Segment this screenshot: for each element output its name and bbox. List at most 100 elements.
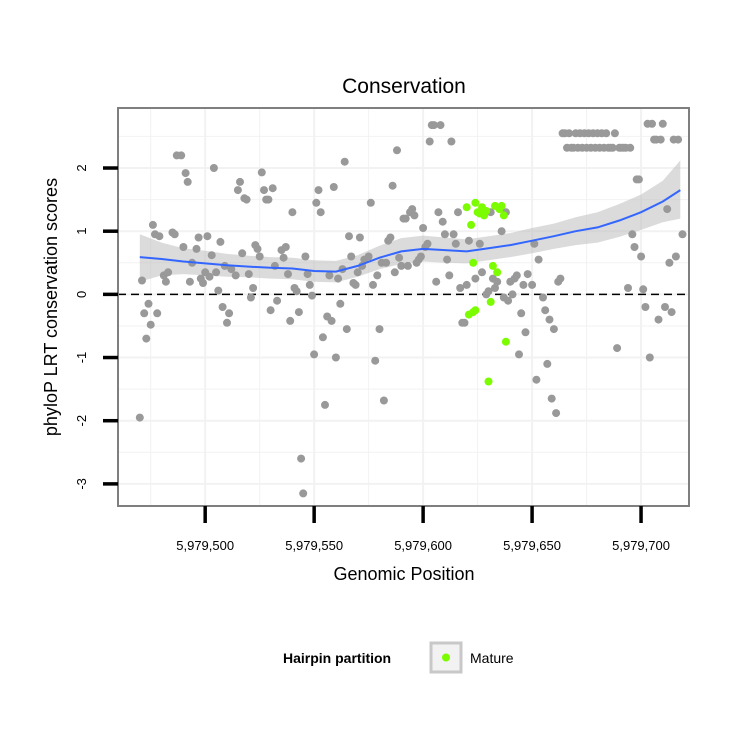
background-point: [462, 280, 471, 289]
background-point: [192, 244, 201, 253]
legend-label-mature: Mature: [470, 650, 514, 666]
background-point: [665, 258, 674, 267]
x-tick-label: 5,979,650: [503, 538, 561, 553]
background-point: [303, 270, 312, 279]
background-point: [340, 157, 349, 166]
background-point: [279, 253, 288, 262]
background-point: [395, 253, 404, 262]
background-point: [223, 318, 231, 327]
background-point: [565, 129, 574, 138]
background-point: [194, 233, 203, 242]
background-point: [408, 205, 417, 214]
background-point: [539, 293, 547, 302]
background-point: [545, 315, 554, 324]
y-tick-label: 0: [74, 291, 89, 298]
background-point: [449, 230, 458, 239]
background-point: [164, 268, 173, 277]
background-point: [637, 252, 646, 261]
background-point: [264, 195, 273, 204]
background-point: [456, 284, 465, 292]
background-point: [491, 284, 499, 292]
background-point: [371, 356, 380, 365]
background-point: [253, 244, 262, 253]
mature-point: [497, 201, 506, 210]
smooth-curve: [139, 189, 681, 273]
background-point: [521, 328, 530, 337]
mature-point: [462, 203, 471, 212]
background-point: [347, 252, 356, 261]
background-point: [532, 375, 541, 384]
background-point: [281, 243, 290, 251]
background-point: [355, 233, 364, 242]
background-point: [641, 303, 650, 311]
legend-title: Hairpin partition: [283, 650, 391, 666]
x-tick-label: 5,979,550: [285, 538, 343, 553]
background-point: [318, 333, 327, 342]
background-point: [534, 255, 543, 264]
mature-point: [469, 258, 478, 267]
background-point: [351, 280, 360, 289]
background-point: [353, 268, 362, 277]
background-point: [547, 394, 556, 403]
background-point: [608, 143, 617, 152]
background-point: [454, 208, 462, 217]
mature-point: [488, 261, 497, 270]
background-point: [286, 316, 295, 325]
legend: Hairpin partition Mature: [283, 641, 514, 674]
background-point: [181, 169, 190, 178]
mature-point: [486, 297, 495, 306]
background-point: [436, 121, 445, 130]
background-point: [504, 296, 513, 305]
background-point: [654, 315, 663, 324]
background-point: [325, 271, 334, 280]
background-point: [628, 230, 637, 239]
background-point: [541, 306, 550, 315]
background-point: [530, 239, 539, 248]
background-point: [478, 268, 486, 277]
y-axis-title: phyloP LRT conservation scores: [41, 178, 61, 436]
background-point: [153, 309, 162, 318]
background-point: [515, 350, 523, 359]
background-point: [209, 164, 218, 172]
plot-panel: [118, 108, 689, 506]
background-point: [447, 137, 456, 146]
background-point: [613, 344, 622, 353]
background-point: [218, 303, 227, 311]
x-axis-title: Genomic Position: [333, 564, 474, 584]
mature-point: [471, 306, 480, 315]
x-tick-label: 5,979,700: [612, 538, 670, 553]
background-point: [443, 255, 452, 264]
background-point: [610, 129, 619, 138]
background-point: [648, 119, 656, 128]
background-point: [327, 316, 336, 325]
mature-point: [499, 211, 508, 220]
background-point: [552, 409, 561, 418]
background-point: [249, 284, 258, 292]
background-point: [244, 270, 253, 279]
background-point: [155, 232, 164, 241]
background-point: [661, 303, 669, 311]
y-tick-label: 2: [74, 164, 89, 171]
background-point: [312, 198, 321, 207]
background-point: [231, 271, 240, 280]
background-point: [329, 183, 338, 191]
background-point: [403, 261, 412, 270]
background-point: [645, 353, 654, 362]
background-point: [484, 287, 493, 296]
smooth-line: [139, 189, 681, 273]
background-point: [416, 252, 425, 261]
background-point: [626, 143, 635, 152]
background-point: [135, 413, 144, 422]
background-point: [425, 137, 434, 146]
background-point: [345, 232, 353, 241]
background-point: [369, 280, 377, 289]
background-point: [658, 119, 667, 128]
background-point: [493, 277, 502, 286]
background-point: [297, 454, 306, 463]
background-point: [255, 252, 264, 261]
background-point: [305, 280, 314, 289]
background-point: [146, 320, 155, 329]
background-point: [301, 252, 310, 261]
x-axis: 5,979,500 5,979,550 5,979,600 5,979,650 5,97…: [176, 506, 670, 553]
y-tick-label: 1: [74, 228, 89, 235]
